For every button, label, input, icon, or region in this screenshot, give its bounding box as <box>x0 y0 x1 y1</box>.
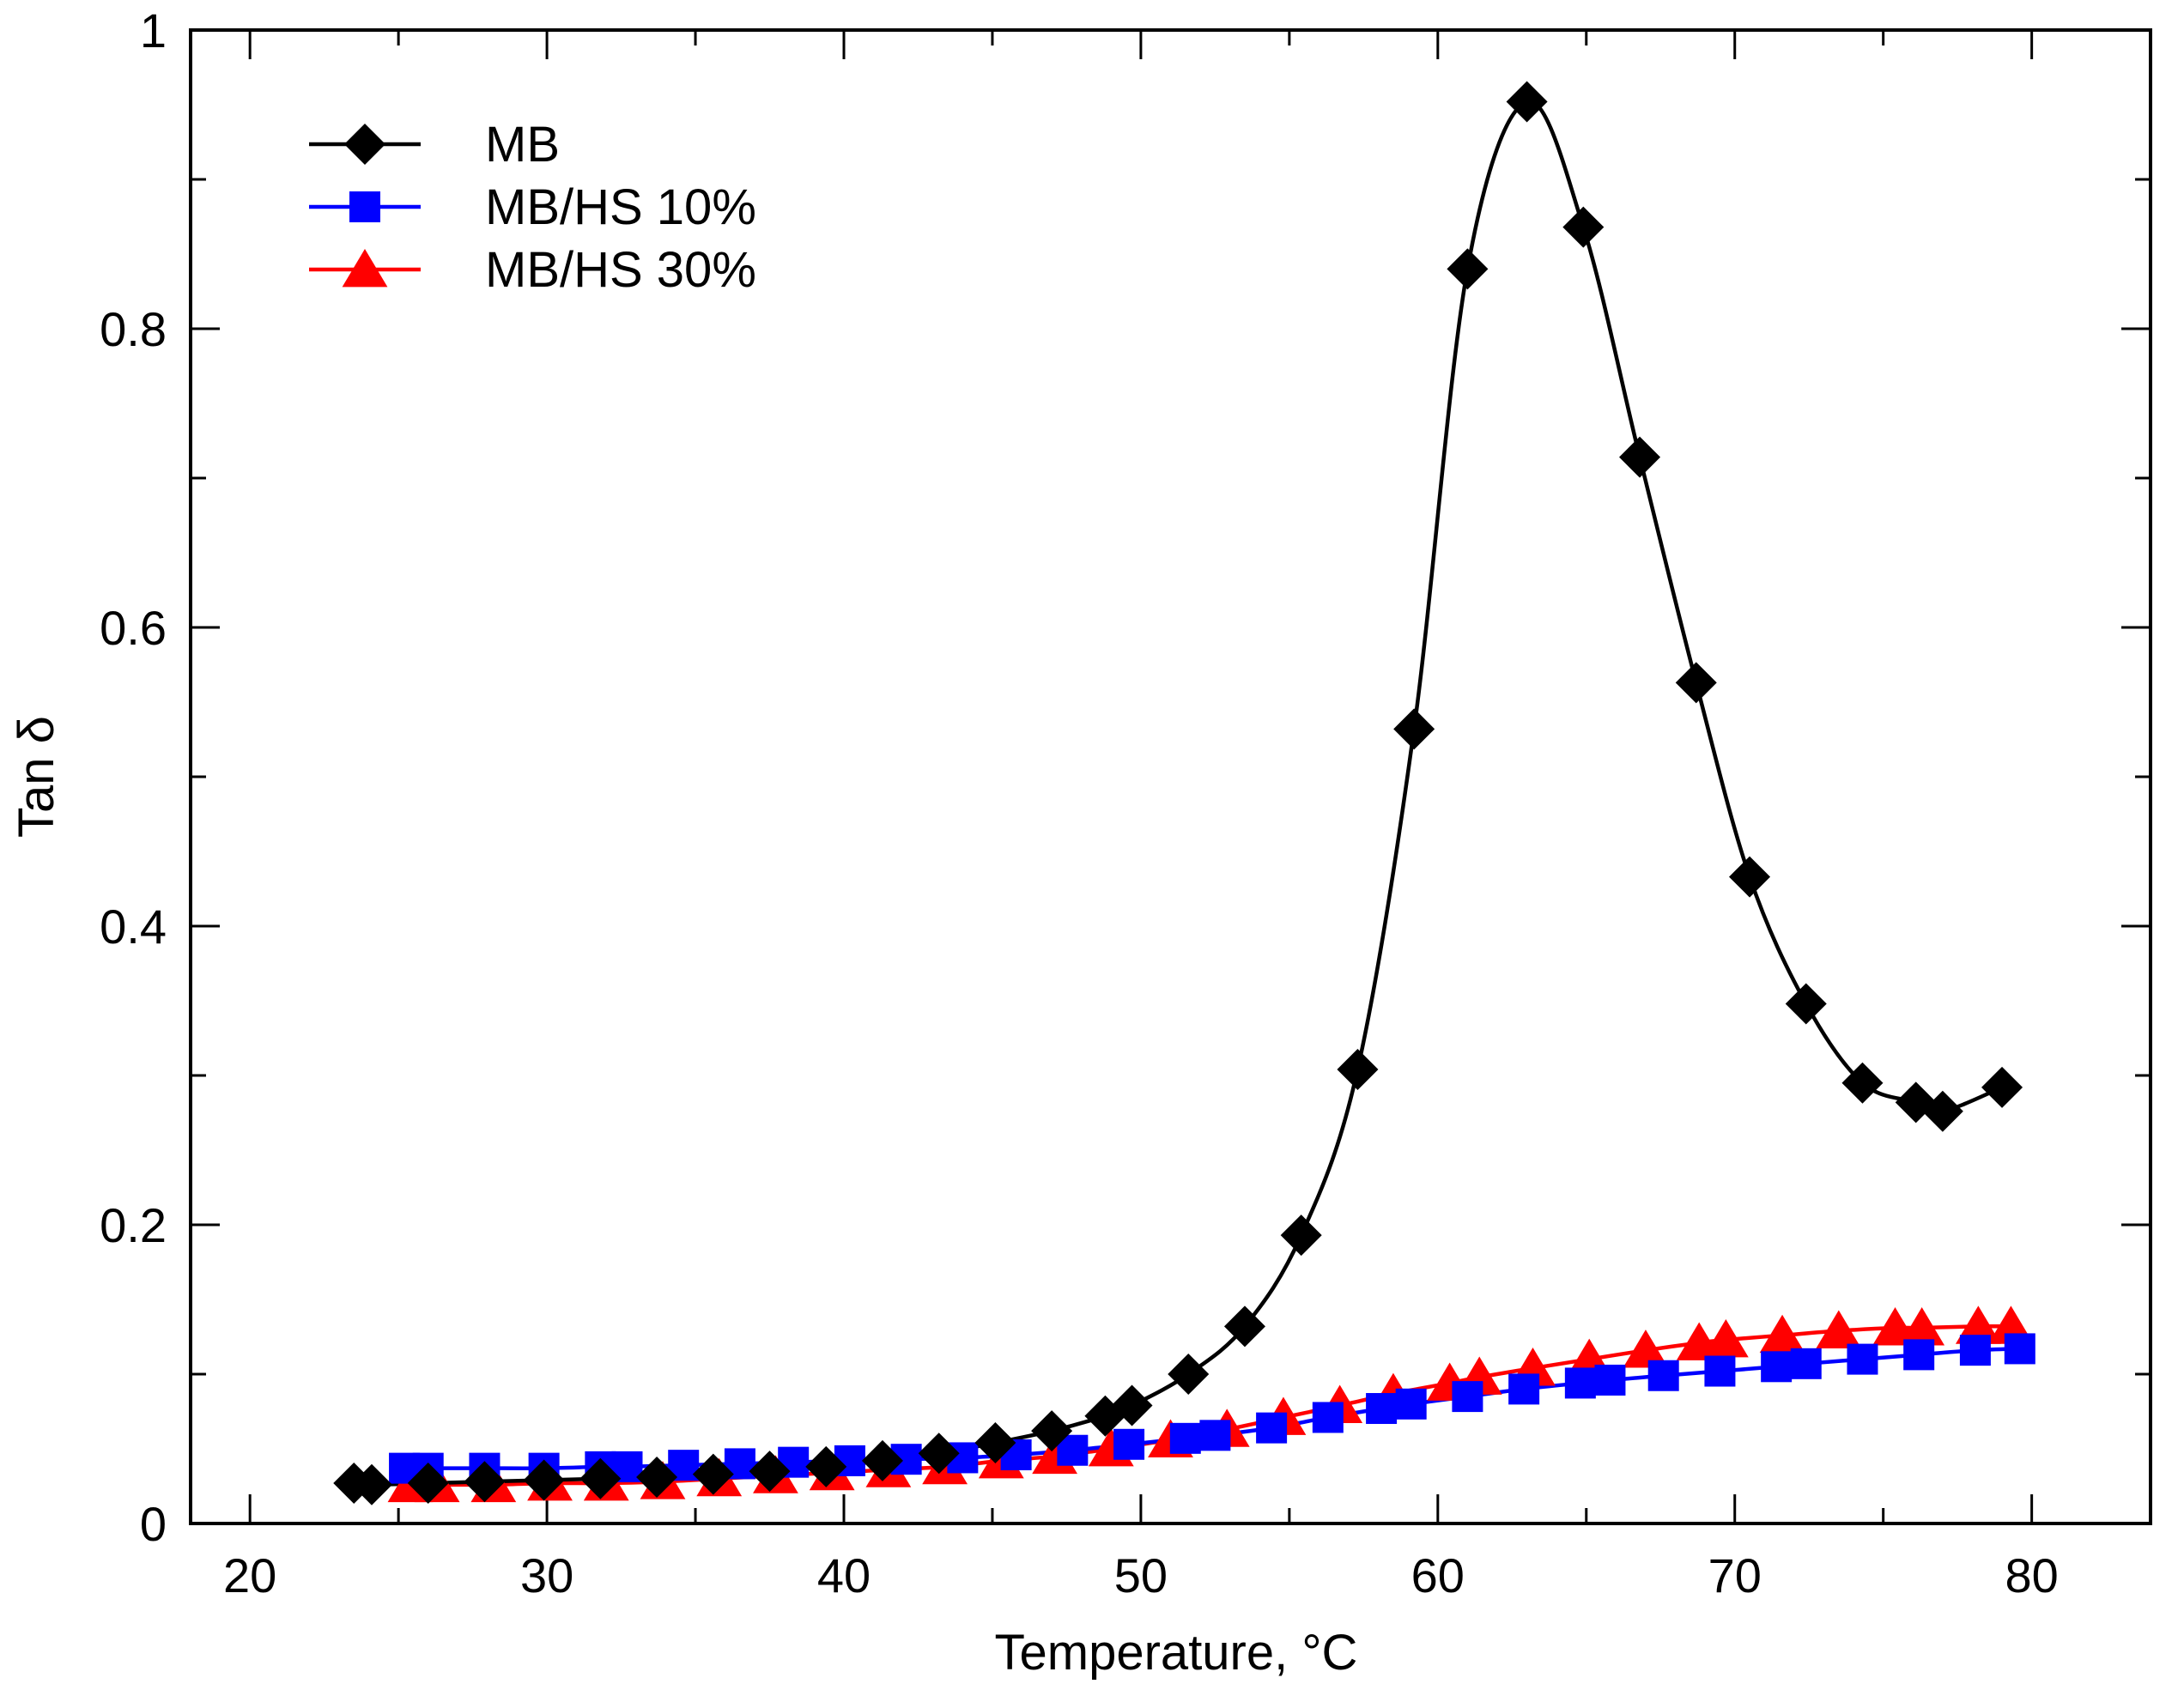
data-point-square <box>2004 1333 2035 1365</box>
data-point-diamond <box>1223 1305 1265 1348</box>
data-point-diamond <box>1841 1062 1884 1104</box>
legend-marker-diamond <box>344 124 385 165</box>
data-point-square <box>1395 1388 1427 1420</box>
data-point-diamond <box>805 1445 847 1487</box>
data-point-triangle <box>1623 1330 1669 1368</box>
data-point-square <box>1847 1343 1878 1375</box>
data-point-diamond <box>1981 1066 2023 1108</box>
data-point-square <box>1790 1348 1822 1379</box>
x-tick-label: 70 <box>1708 1548 1762 1602</box>
legend-marker-triangle <box>342 249 388 288</box>
data-point-triangle <box>1899 1307 1945 1346</box>
data-point-square <box>1959 1335 1991 1366</box>
legend: MB MB/HS 10% MB/HS 30% <box>309 117 756 298</box>
data-point-diamond <box>974 1422 1016 1464</box>
data-point-diamond <box>1337 1049 1379 1091</box>
y-tick-label: 0.2 <box>100 1198 167 1252</box>
x-tick-label: 20 <box>223 1548 276 1602</box>
data-point-diamond <box>1111 1384 1153 1427</box>
data-point-diamond <box>523 1459 565 1501</box>
x-axis-title: Temperature, °C <box>995 1625 1358 1681</box>
y-tick-label: 0 <box>140 1497 167 1551</box>
y-tick-label: 1 <box>140 3 167 58</box>
legend-label-0: MB <box>485 117 560 173</box>
data-point-diamond <box>1168 1354 1210 1395</box>
data-point-square <box>1256 1412 1288 1444</box>
data-point-square <box>1903 1339 1935 1371</box>
data-point-diamond <box>1619 436 1661 478</box>
data-point-diamond <box>692 1453 734 1495</box>
data-point-diamond <box>1031 1410 1073 1452</box>
data-point-square <box>1594 1364 1626 1396</box>
legend-label-1: MB/HS 10% <box>485 179 756 235</box>
x-tick-label: 30 <box>520 1548 573 1602</box>
legend-marker-square <box>349 191 380 222</box>
data-point-diamond <box>579 1457 622 1499</box>
axis-ticks <box>191 28 2151 1525</box>
data-point-diamond <box>749 1451 791 1493</box>
data-point-square <box>1113 1428 1145 1460</box>
data-point-square <box>1452 1381 1483 1413</box>
data-point-diamond <box>1729 856 1771 898</box>
series-markers <box>333 81 2035 1505</box>
data-point-diamond <box>1447 248 1489 290</box>
data-point-square <box>1647 1360 1679 1391</box>
data-point-diamond <box>1562 206 1605 248</box>
data-point-square <box>1312 1402 1344 1433</box>
series-lines <box>353 99 2020 1487</box>
data-point-square <box>1564 1367 1596 1399</box>
data-point-square <box>1169 1422 1201 1454</box>
x-tick-label: 60 <box>1411 1548 1465 1602</box>
y-tick-label: 0.6 <box>100 601 167 655</box>
data-point-diamond <box>351 1463 393 1505</box>
data-point-diamond <box>918 1433 960 1475</box>
legend-label-2: MB/HS 30% <box>485 242 756 298</box>
data-point-diamond <box>1506 81 1548 123</box>
x-tick-label: 50 <box>1114 1548 1168 1602</box>
y-axis-title: Tan δ <box>9 716 64 838</box>
x-tick-label: 40 <box>817 1548 871 1602</box>
data-point-diamond <box>1921 1090 1963 1132</box>
data-point-square <box>1508 1373 1540 1405</box>
data-point-diamond <box>1675 662 1717 704</box>
data-point-triangle <box>1702 1318 1749 1358</box>
data-point-square <box>1366 1393 1398 1425</box>
data-point-square <box>1704 1355 1736 1387</box>
data-point-square <box>1761 1351 1793 1383</box>
data-point-triangle <box>1759 1314 1805 1354</box>
data-point-diamond <box>1785 983 1827 1025</box>
data-point-square <box>1199 1420 1231 1451</box>
x-tick-label: 80 <box>2005 1548 2058 1602</box>
series-line-0 <box>353 99 2003 1487</box>
data-point-diamond <box>407 1463 449 1505</box>
data-point-triangle <box>1955 1305 2001 1344</box>
y-tick-label: 0.4 <box>100 900 167 954</box>
data-point-diamond <box>1393 708 1435 750</box>
data-point-diamond <box>861 1439 903 1481</box>
data-point-diamond <box>1280 1214 1322 1257</box>
data-point-diamond <box>636 1457 678 1499</box>
data-point-triangle <box>1816 1310 1862 1348</box>
y-tick-label: 0.8 <box>100 302 167 356</box>
data-point-diamond <box>464 1461 506 1503</box>
axis-tick-labels: 20 30 40 50 60 70 80 0 0.2 0.4 0.6 0.8 1 <box>100 3 2059 1602</box>
